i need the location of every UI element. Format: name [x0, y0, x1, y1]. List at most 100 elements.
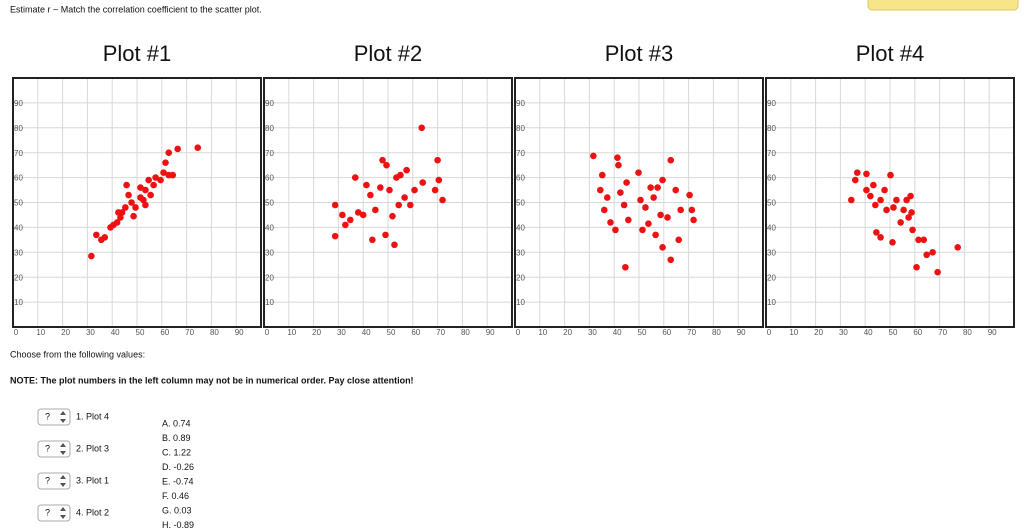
x-tick-label: 40 [362, 328, 371, 337]
y-tick-label: 70 [516, 149, 525, 158]
point [923, 251, 931, 259]
note: NOTE: The plot numbers in the left colum… [10, 375, 414, 385]
item-label: 2. Plot 3 [76, 443, 109, 453]
point [354, 209, 362, 216]
y-tick-label: 60 [516, 174, 525, 183]
point [908, 209, 915, 216]
top-button[interactable] [867, 0, 1019, 11]
y-tick-label: 80 [516, 124, 525, 133]
point [359, 211, 367, 219]
point [418, 124, 426, 132]
y-tick-label: 10 [265, 298, 274, 307]
point [690, 216, 697, 224]
point [920, 236, 928, 244]
point [147, 191, 154, 199]
point [863, 170, 870, 178]
point [603, 194, 611, 201]
point [590, 152, 597, 160]
point [667, 256, 675, 264]
point [900, 206, 907, 214]
item-label: 1. Plot 4 [76, 411, 109, 421]
point [645, 220, 652, 227]
y-tick-label: 30 [516, 248, 525, 257]
point [659, 244, 666, 251]
y-tick-label: 50 [265, 199, 274, 208]
point [867, 192, 874, 200]
point [150, 181, 157, 189]
y-tick-label: 70 [767, 149, 776, 158]
x-tick-label: 40 [613, 328, 622, 337]
option: B. 0.89 [162, 433, 191, 443]
point [659, 176, 666, 184]
point [435, 176, 443, 184]
point [614, 154, 621, 161]
point [411, 186, 418, 194]
option: E. -0.74 [162, 476, 194, 486]
point [600, 206, 608, 214]
select-box[interactable] [37, 440, 71, 458]
y-tick-label: 80 [767, 124, 776, 133]
point [401, 194, 408, 201]
point [617, 189, 624, 196]
x-tick-label: 0 [14, 328, 19, 337]
point [142, 186, 149, 194]
point [383, 161, 390, 169]
y-tick-label: 10 [767, 298, 776, 307]
select-value: ? [45, 411, 50, 421]
point [194, 144, 202, 152]
point [117, 214, 124, 221]
option: F. 0.46 [162, 491, 189, 501]
x-tick-label: 80 [461, 328, 470, 337]
point [863, 186, 870, 194]
point [907, 192, 914, 200]
point [889, 239, 896, 246]
point [347, 216, 354, 224]
x-tick-label: 60 [662, 328, 671, 337]
point [113, 219, 121, 226]
point [650, 194, 657, 201]
y-tick-label: 90 [516, 99, 525, 108]
point [598, 171, 606, 179]
x-tick-label: 70 [938, 328, 947, 337]
x-tick-label: 50 [387, 328, 396, 337]
x-tick-label: 80 [712, 328, 721, 337]
x-tick-label: 10 [36, 328, 45, 337]
point [431, 186, 439, 194]
x-tick-label: 60 [913, 328, 922, 337]
y-tick-label: 50 [767, 199, 776, 208]
point [389, 212, 396, 220]
y-tick-label: 80 [14, 124, 23, 133]
point [905, 214, 912, 221]
y-tick-label: 80 [265, 124, 274, 133]
point [873, 229, 880, 236]
y-tick-label: 90 [14, 99, 23, 108]
point [88, 252, 95, 260]
point [664, 214, 671, 221]
select-box[interactable] [37, 504, 71, 522]
point [123, 181, 130, 189]
x-tick-label: 30 [588, 328, 597, 337]
point [890, 204, 897, 211]
point [118, 209, 126, 216]
point [386, 186, 393, 194]
point [677, 206, 684, 214]
instruction: Estimate r ~ Match the correlation coeff… [10, 4, 262, 14]
select-box[interactable] [37, 408, 71, 426]
plot-border [765, 77, 1015, 328]
point [883, 206, 890, 214]
point [853, 169, 861, 176]
x-tick-label: 80 [210, 328, 219, 337]
select-arrows [60, 443, 66, 455]
x-tick-label: 30 [86, 328, 95, 337]
point [893, 196, 900, 204]
point [369, 236, 376, 244]
plot-border [12, 77, 262, 328]
y-tick-label: 30 [14, 248, 23, 257]
point [407, 201, 414, 209]
point [635, 169, 642, 176]
point [397, 171, 404, 179]
y-tick-label: 10 [14, 298, 23, 307]
point [675, 236, 682, 244]
select-box[interactable] [37, 472, 71, 490]
